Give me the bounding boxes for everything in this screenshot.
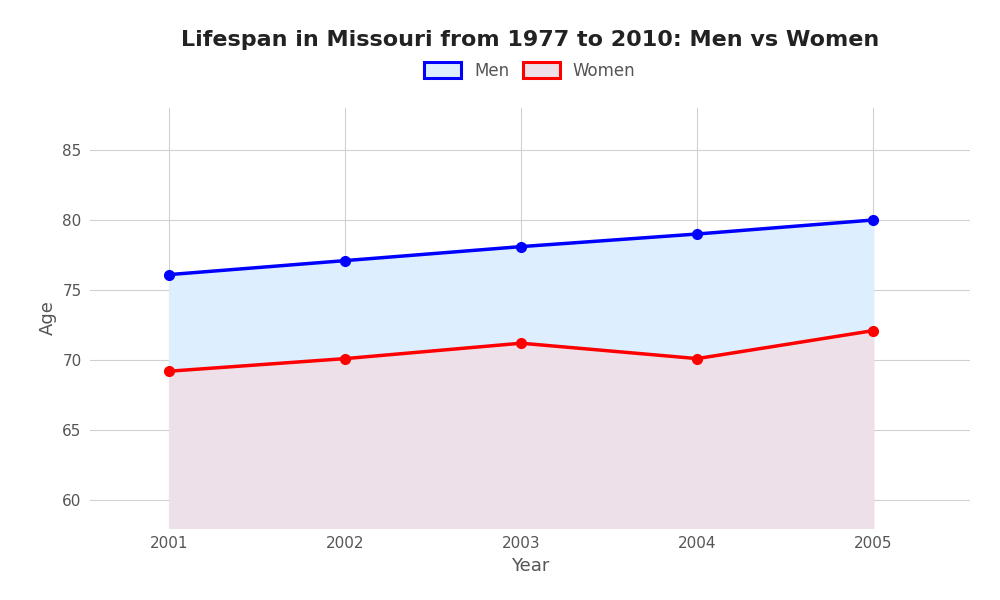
X-axis label: Year: Year — [511, 557, 549, 575]
Title: Lifespan in Missouri from 1977 to 2010: Men vs Women: Lifespan in Missouri from 1977 to 2010: … — [181, 29, 879, 49]
Y-axis label: Age: Age — [39, 301, 57, 335]
Legend: Men, Women: Men, Women — [424, 62, 636, 80]
